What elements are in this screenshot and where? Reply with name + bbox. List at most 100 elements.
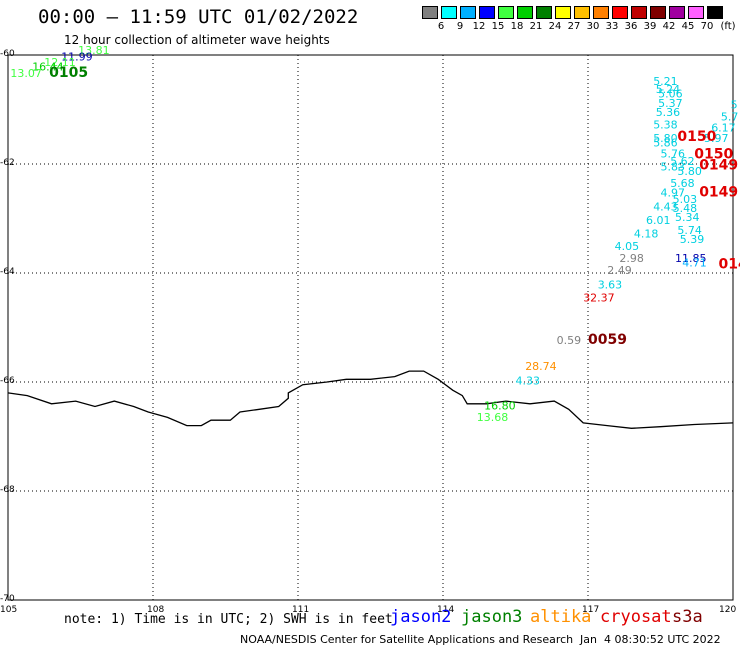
wave-height-value: 5.62	[670, 155, 695, 168]
satellite-name: jason3	[461, 607, 523, 627]
wave-height-value: 11.99	[61, 51, 92, 64]
wave-height-value: 4.97	[661, 187, 686, 200]
wave-height-value: 4.33	[516, 375, 541, 388]
lon-tick-label: 108	[147, 605, 165, 615]
wave-height-value: 5.74	[677, 224, 702, 237]
wave-height-value: 5.7	[721, 110, 739, 123]
lat-tick-label: -70	[0, 594, 15, 604]
legend-swatch	[707, 6, 723, 19]
wave-height-value: 0.59	[557, 334, 582, 347]
page-subtitle: 12 hour collection of altimeter wave hei…	[64, 33, 330, 47]
legend-label: 39	[643, 21, 657, 32]
legend-label: 12	[472, 21, 486, 32]
lat-tick-label: -60	[0, 49, 15, 59]
legend-swatch	[460, 6, 476, 19]
wave-height-value: 5	[731, 98, 738, 111]
wave-height-value: 13.81	[78, 44, 110, 57]
wave-height-value: 4.05	[615, 240, 640, 253]
legend-unit: (ft)	[720, 21, 736, 32]
map-frame	[7, 54, 734, 601]
wave-height-value: 2.98	[619, 252, 644, 265]
legend-swatch	[536, 6, 552, 19]
legend-swatch	[650, 6, 666, 19]
wave-height-value: 5.21	[653, 75, 678, 88]
legend-swatch	[574, 6, 590, 19]
footer-timestamp: Jan 4 08:30:52 UTC 2022	[580, 633, 721, 646]
satellite-name: s3a	[672, 607, 703, 627]
wave-height-value: 3.63	[598, 278, 623, 291]
lon-tick-label: 120	[719, 605, 737, 615]
wave-height-value: 5.34	[675, 211, 700, 224]
wave-height-value: 5.24	[656, 83, 681, 96]
pass-time-label: 0149	[699, 185, 738, 201]
legend-swatch	[441, 6, 457, 19]
legend-label: 70	[700, 21, 714, 32]
legend-label: 27	[567, 21, 581, 32]
wave-height-value: 4.18	[634, 228, 659, 241]
wave-height-value: 16.80	[484, 399, 515, 412]
legend-label: 21	[529, 21, 543, 32]
legend-label: 30	[586, 21, 600, 32]
wave-height-value: 6.01	[646, 214, 671, 227]
lat-tick-label: -66	[0, 376, 15, 386]
wave-height-value: 11.85	[675, 252, 707, 265]
pass-time-label: 0059	[588, 332, 627, 348]
wave-height-value: 5.76	[661, 148, 686, 161]
pass-time-label: 0150	[677, 129, 716, 145]
wave-height-value: 5.83	[661, 161, 686, 174]
wave-height-value: 13.07	[10, 67, 42, 80]
legend-label: 6	[437, 21, 445, 32]
pass-time-label: 0149	[699, 158, 738, 174]
legend-swatch	[631, 6, 647, 19]
wave-height-value: 13.68	[477, 411, 509, 424]
legend-swatch	[422, 6, 438, 19]
footer-credit: NOAA/NESDIS Center for Satellite Applica…	[240, 633, 574, 646]
pass-time-label: 0105	[49, 65, 88, 81]
legend-swatch	[688, 6, 704, 19]
wave-height-value: 4.71	[682, 257, 707, 270]
lat-tick-label: -64	[0, 267, 15, 277]
legend-label: 45	[681, 21, 695, 32]
legend-label: 15	[491, 21, 505, 32]
lat-tick-label: -62	[0, 158, 15, 168]
wave-height-value: 5.86	[653, 137, 678, 150]
legend-swatch	[517, 6, 533, 19]
legend-swatch	[669, 6, 685, 19]
wave-height-value: 5.36	[656, 106, 681, 119]
lon-tick-label: 117	[582, 605, 600, 615]
legend-label: 9	[456, 21, 464, 32]
wave-height-value: 28.74	[525, 360, 557, 373]
page-title: 00:00 – 11:59 UTC 01/02/2022	[38, 6, 359, 28]
wave-height-value: 5.80	[677, 165, 702, 178]
satellite-name: altika	[530, 607, 592, 627]
lon-tick-label: 105	[0, 605, 18, 615]
legend-label: 42	[662, 21, 676, 32]
legend-label: 24	[548, 21, 562, 32]
satellite-name: cryosat	[600, 607, 672, 627]
wave-height-value: 5.06	[658, 88, 683, 101]
wave-height-value: 5.97	[704, 132, 729, 145]
legend-label: 36	[624, 21, 638, 32]
wave-height-value: 4.43	[653, 200, 678, 213]
lon-tick-label: 114	[437, 605, 455, 615]
wave-height-value: 6.17	[711, 121, 736, 134]
satellite-name: jason2	[390, 607, 452, 627]
legend-swatch	[479, 6, 495, 19]
legend-swatch	[593, 6, 609, 19]
pass-time-label: 0150	[694, 147, 733, 163]
wave-height-value: 5.03	[673, 193, 698, 206]
wave-height-value: 5.80	[653, 132, 678, 145]
legend-swatch	[555, 6, 571, 19]
wave-height-value: 16.44	[32, 60, 64, 73]
wave-height-value: 5.39	[680, 233, 705, 246]
legend-swatch	[498, 6, 514, 19]
wave-height-value: 5.68	[670, 177, 695, 190]
wave-height-value: 32.37	[583, 291, 615, 304]
legend-label: 33	[605, 21, 619, 32]
legend-label: 18	[510, 21, 524, 32]
wave-height-value: 5.38	[653, 119, 678, 132]
wave-height-value: 12.11	[44, 56, 76, 69]
